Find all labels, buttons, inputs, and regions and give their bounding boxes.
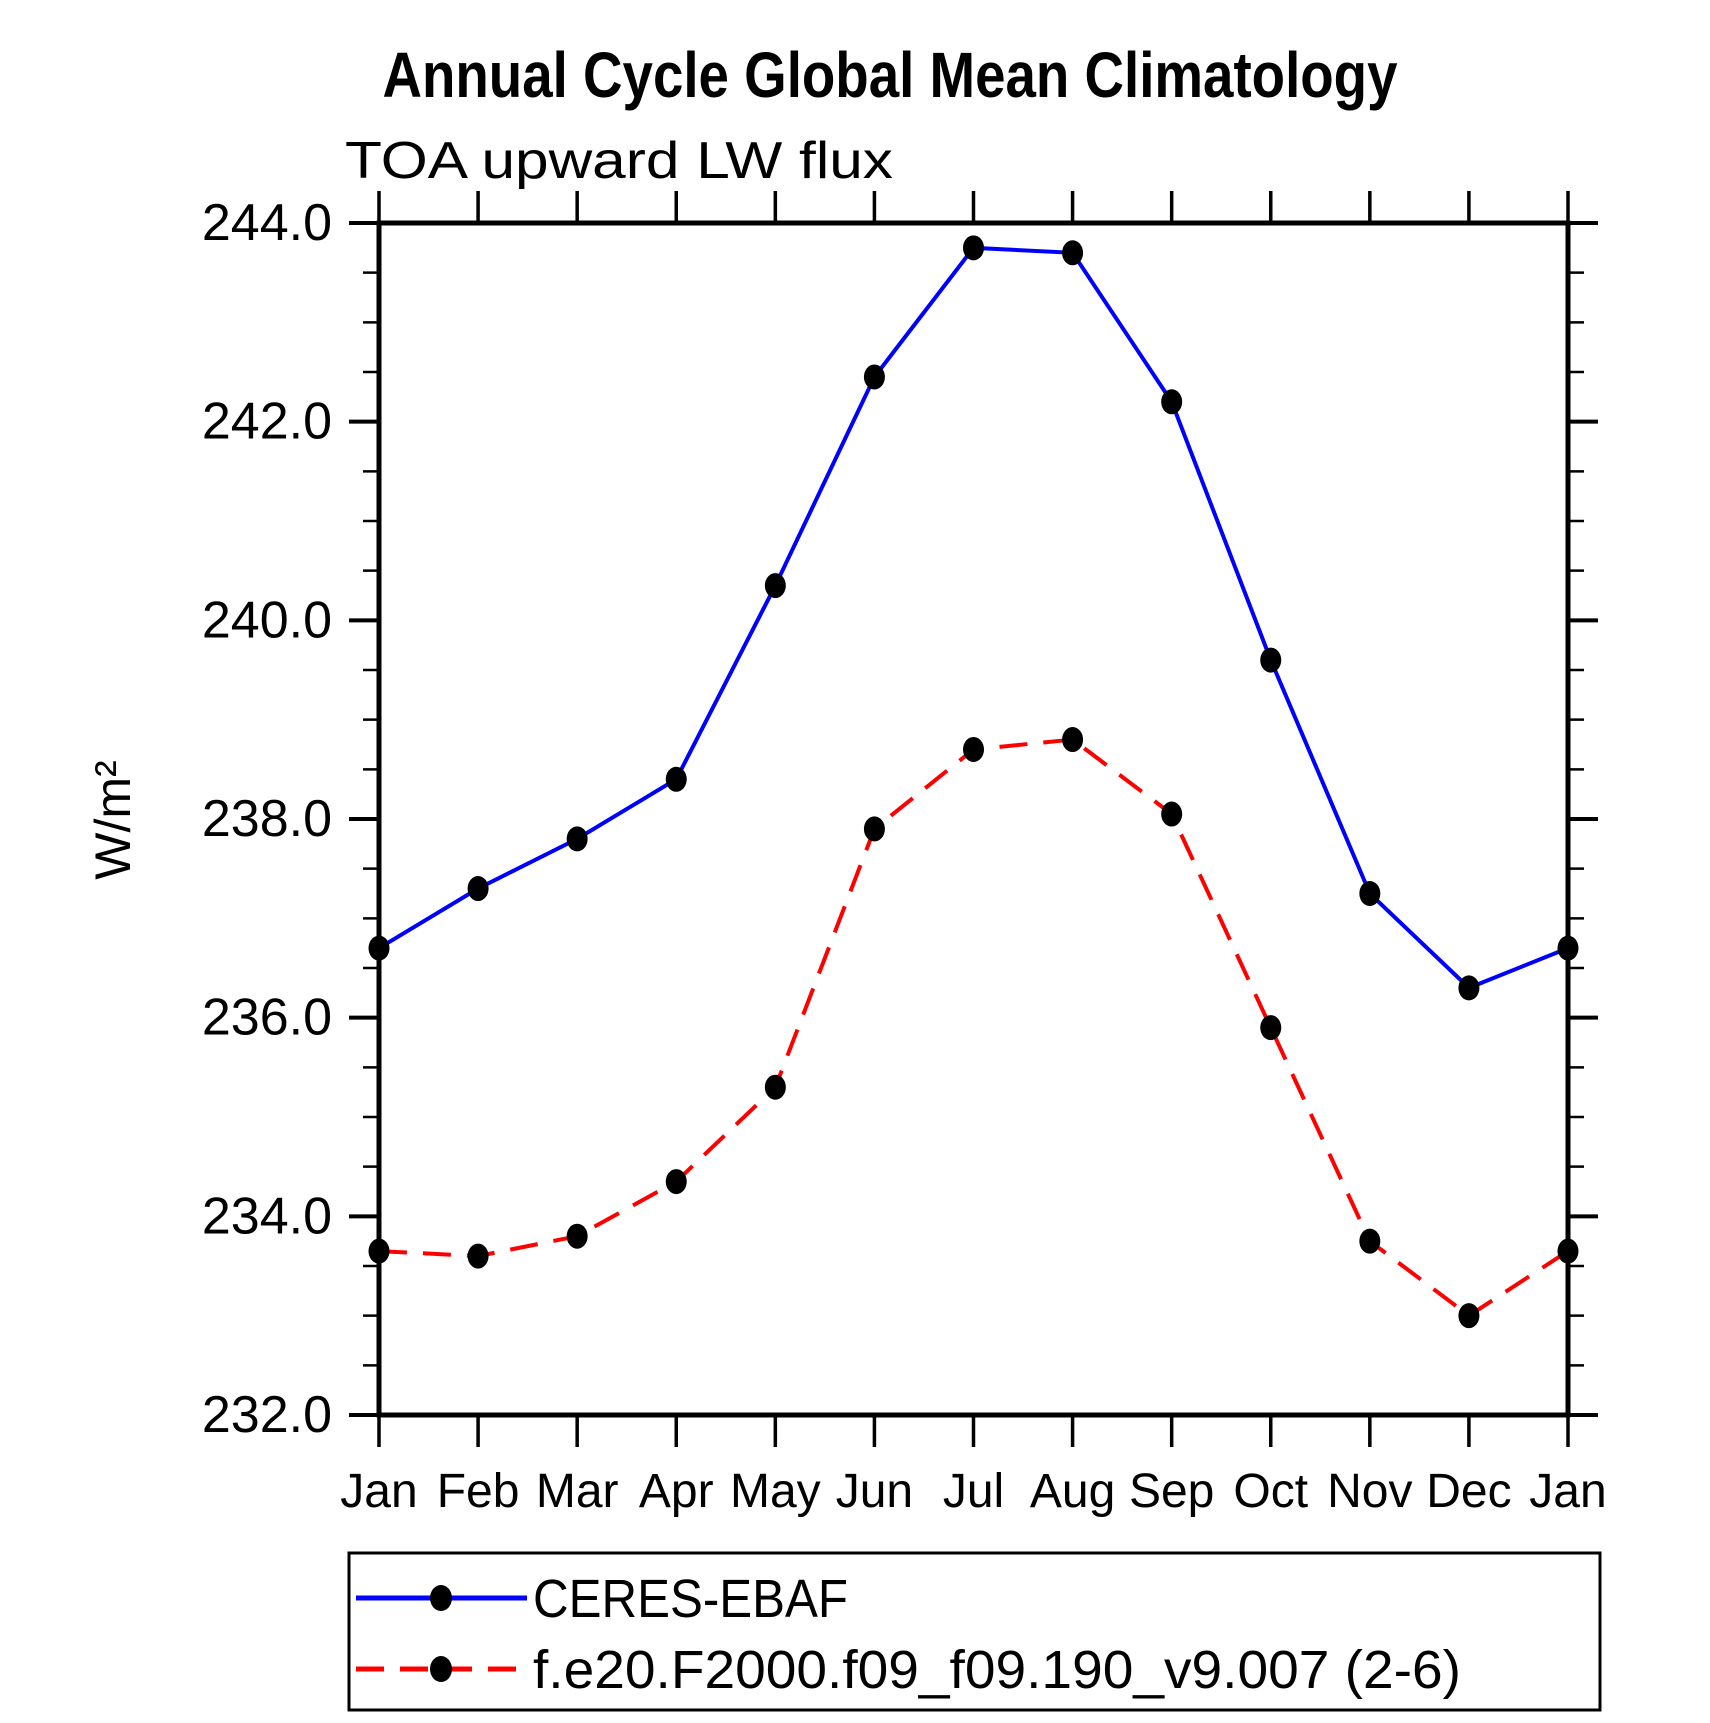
y-tick-label: 236.0 bbox=[202, 989, 332, 1047]
chart-subtitle: TOA upward LW flux bbox=[345, 132, 893, 190]
data-point-marker bbox=[467, 876, 489, 902]
x-tick-label: Feb bbox=[437, 1465, 520, 1518]
x-tick-label: Jan bbox=[1529, 1465, 1606, 1518]
data-point-marker bbox=[764, 573, 786, 599]
x-tick-label: Dec bbox=[1426, 1465, 1511, 1518]
data-point-marker bbox=[1557, 935, 1579, 961]
data-point-marker bbox=[863, 816, 885, 842]
data-point-marker bbox=[1359, 1228, 1381, 1254]
y-tick-label: 242.0 bbox=[202, 393, 332, 451]
x-tick-label: Mar bbox=[536, 1465, 619, 1518]
legend-label: CERES-EBAF bbox=[533, 1569, 848, 1629]
data-point-marker bbox=[1458, 975, 1480, 1001]
data-point-marker bbox=[1161, 389, 1183, 415]
data-point-marker bbox=[566, 1223, 588, 1249]
data-point-marker bbox=[566, 826, 588, 852]
chart-title: Annual Cycle Global Mean Climatology bbox=[383, 39, 1398, 111]
x-tick-label: Apr bbox=[639, 1465, 714, 1518]
y-tick-label: 240.0 bbox=[202, 591, 332, 649]
x-tick-label: Jun bbox=[836, 1465, 913, 1518]
y-tick-label: 238.0 bbox=[202, 790, 332, 848]
y-axis-label: W/m² bbox=[85, 760, 141, 879]
data-point-marker bbox=[1557, 1238, 1579, 1264]
data-point-marker bbox=[1260, 1015, 1282, 1041]
data-point-marker bbox=[963, 235, 984, 261]
data-point-marker bbox=[368, 1238, 390, 1264]
data-point-marker bbox=[963, 736, 984, 762]
data-point-marker bbox=[1161, 801, 1183, 827]
data-point-marker bbox=[1260, 647, 1282, 673]
x-tick-label: Sep bbox=[1129, 1465, 1214, 1518]
legend-label: f.e20.F2000.f09_f09.190_v9.007 (2-6) bbox=[533, 1640, 1461, 1700]
y-tick-label: 232.0 bbox=[202, 1386, 332, 1444]
legend-marker bbox=[430, 1656, 452, 1682]
data-point-marker bbox=[1062, 727, 1084, 753]
y-tick-label: 244.0 bbox=[202, 194, 332, 252]
legend-box bbox=[347, 1551, 1602, 1712]
x-tick-label: Jul bbox=[943, 1465, 1004, 1518]
y-tick-label: 234.0 bbox=[202, 1187, 332, 1245]
data-point-marker bbox=[467, 1243, 489, 1269]
x-tick-label: Oct bbox=[1233, 1465, 1308, 1518]
data-point-marker bbox=[863, 364, 885, 390]
data-point-marker bbox=[1458, 1303, 1480, 1329]
data-point-marker bbox=[665, 766, 687, 792]
data-point-marker bbox=[665, 1169, 687, 1195]
legend-marker bbox=[430, 1585, 452, 1611]
x-tick-label: Nov bbox=[1327, 1465, 1412, 1518]
data-point-marker bbox=[368, 935, 390, 961]
data-point-marker bbox=[1062, 240, 1084, 266]
x-tick-label: Aug bbox=[1030, 1465, 1115, 1518]
data-point-marker bbox=[1359, 881, 1381, 906]
x-tick-label: Jan bbox=[340, 1465, 417, 1518]
data-point-marker bbox=[764, 1074, 786, 1100]
x-tick-label: May bbox=[730, 1465, 821, 1518]
